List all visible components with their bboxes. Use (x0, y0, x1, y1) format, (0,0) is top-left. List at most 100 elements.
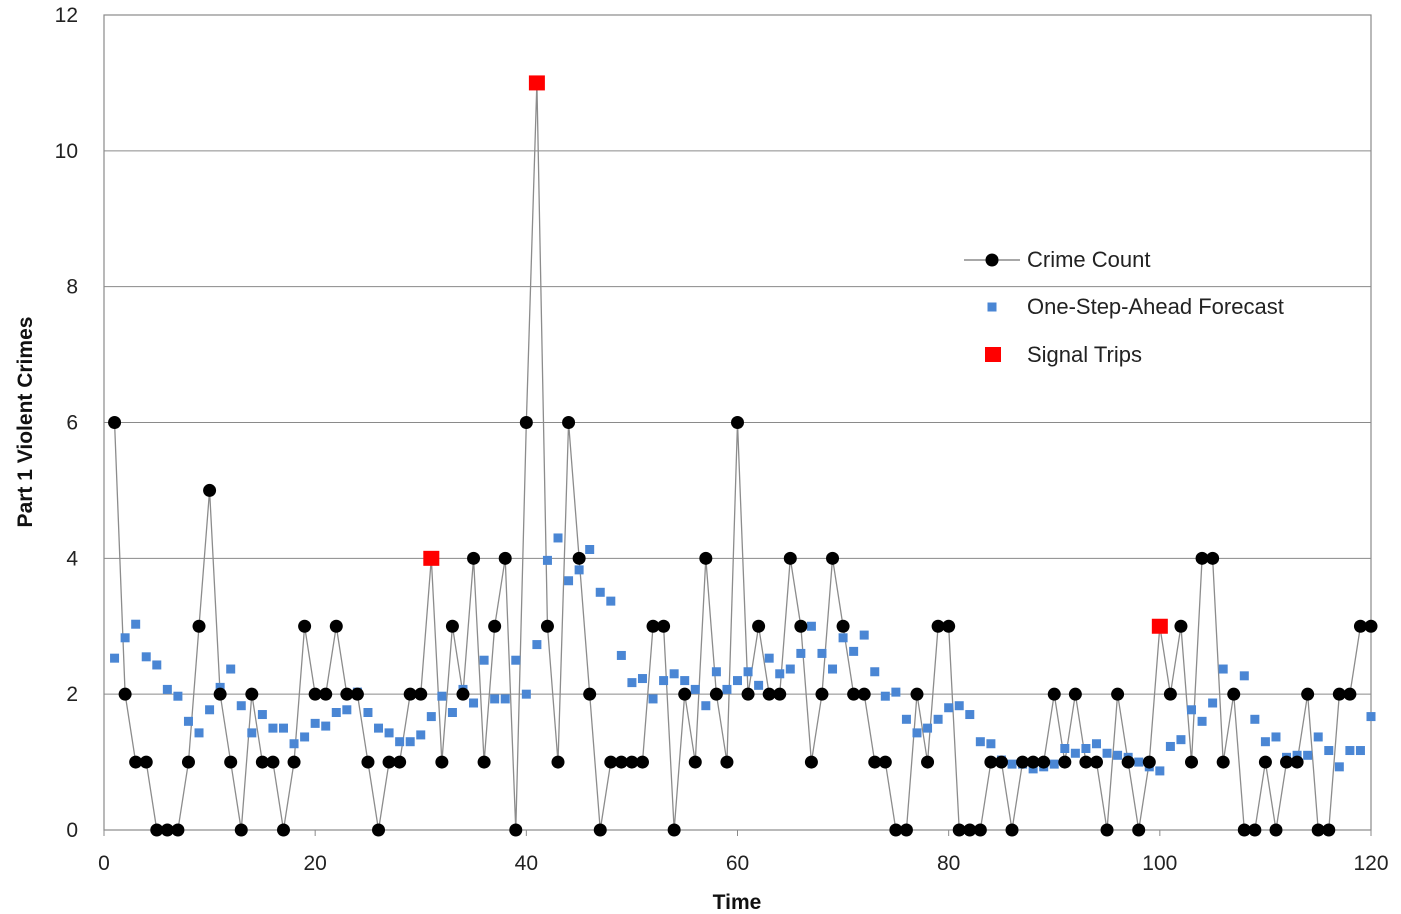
forecast-point (986, 739, 996, 749)
forecast-point (1113, 750, 1123, 760)
forecast-point (775, 669, 785, 679)
crime-count-point (973, 823, 987, 837)
forecast-point (838, 633, 848, 643)
crime-count-point (340, 687, 354, 701)
crime-count-point (562, 416, 576, 429)
x-axis-title: Time (713, 891, 762, 914)
forecast-point (511, 655, 521, 665)
legend-item-crime-count: Crime Count (964, 247, 1150, 272)
forecast-point (500, 694, 510, 704)
forecast-point (1165, 741, 1175, 751)
crime-count-point (1100, 823, 1114, 837)
forecast-point (1007, 759, 1017, 769)
forecast-point (268, 723, 278, 733)
crime-count-point (255, 755, 269, 769)
forecast-point (690, 684, 700, 694)
crime-count-point (625, 755, 639, 769)
forecast-point (521, 689, 531, 699)
crime-count-point (878, 755, 892, 769)
crime-count-point (1332, 687, 1346, 701)
forecast-point (806, 621, 816, 631)
crime-count-point (994, 755, 1008, 769)
crime-count-point (572, 551, 586, 565)
crime-count-point (984, 755, 998, 769)
crime-count-point (794, 619, 808, 633)
forecast-point (1218, 664, 1228, 674)
forecast-point (1366, 712, 1376, 722)
forecast-point (1081, 744, 1091, 753)
crime-count-point (952, 823, 966, 837)
forecast-point (310, 718, 320, 728)
forecast-point (1292, 750, 1302, 760)
forecast-point (1250, 714, 1260, 724)
forecast-point (1334, 762, 1344, 772)
crime-count-point (1195, 551, 1209, 565)
legend: Crime Count One-Step-Ahead Forecast Sign… (964, 247, 1284, 367)
crime-count-point (276, 823, 290, 837)
crime-count-point (1121, 755, 1135, 769)
series-layer (108, 75, 1378, 837)
forecast-point (1102, 748, 1112, 758)
forecast-point (828, 664, 838, 674)
crime-count-point (498, 551, 512, 565)
forecast-point (1239, 671, 1249, 681)
crime-count-point (234, 823, 248, 837)
forecast-point (912, 728, 922, 738)
crime-count-point (752, 619, 766, 633)
x-tick-label: 40 (515, 852, 538, 875)
crime-count-point (467, 551, 481, 565)
forecast-point (363, 708, 373, 718)
forecast-point (880, 691, 890, 701)
crime-count-point (1132, 823, 1146, 837)
x-tick-label: 20 (303, 852, 326, 875)
legend-forecast-marker (987, 302, 997, 312)
x-tick-label: 100 (1142, 852, 1177, 875)
crime-count-point (551, 755, 565, 769)
forecast-point (785, 664, 795, 674)
y-tick-label: 2 (66, 683, 78, 706)
crime-count-point (108, 416, 122, 429)
crime-count-point (1163, 687, 1177, 701)
crime-count-point (456, 687, 470, 701)
crime-count-point (298, 619, 312, 633)
crime-count-point (329, 619, 343, 633)
forecast-point (954, 701, 964, 711)
forecast-point (1176, 735, 1186, 745)
y-tick-label: 6 (66, 412, 78, 435)
crime-count-point (1079, 755, 1093, 769)
forecast-point (849, 646, 859, 656)
x-tick-label: 60 (726, 852, 749, 875)
forecast-point (416, 730, 426, 740)
legend-item-signal-trips: Signal Trips (985, 342, 1142, 367)
crime-count-point (688, 755, 702, 769)
x-tick-label: 0 (98, 852, 110, 875)
crime-count-point (1322, 823, 1336, 837)
crime-count-point (1005, 823, 1019, 837)
forecast-point (680, 676, 690, 686)
forecast-point (1134, 757, 1144, 767)
crime-count-point (1016, 755, 1030, 769)
crime-count-point (1301, 687, 1315, 701)
legend-crime-count-label: Crime Count (1027, 247, 1150, 272)
crime-count-point (509, 823, 523, 837)
crime-count-point (1227, 687, 1241, 701)
x-tick-labels: 0 20 40 60 80 100 120 (98, 830, 1389, 875)
crime-count-point (899, 823, 913, 837)
forecast-point (1355, 746, 1365, 756)
forecast-point (1060, 744, 1070, 753)
forecast-point (944, 703, 954, 713)
crime-count-point (720, 755, 734, 769)
crime-count-point (604, 755, 618, 769)
crime-count-point (667, 823, 681, 837)
forecast-point (542, 555, 552, 565)
forecast-point (1260, 737, 1270, 747)
forecast-point (1313, 732, 1323, 742)
crime-count-point (403, 687, 417, 701)
forecast-point (194, 728, 204, 738)
crime-count-point (308, 687, 322, 701)
forecast-point (447, 708, 457, 718)
forecast-point (215, 682, 225, 692)
crime-count-point (804, 755, 818, 769)
crime-count-point (857, 687, 871, 701)
